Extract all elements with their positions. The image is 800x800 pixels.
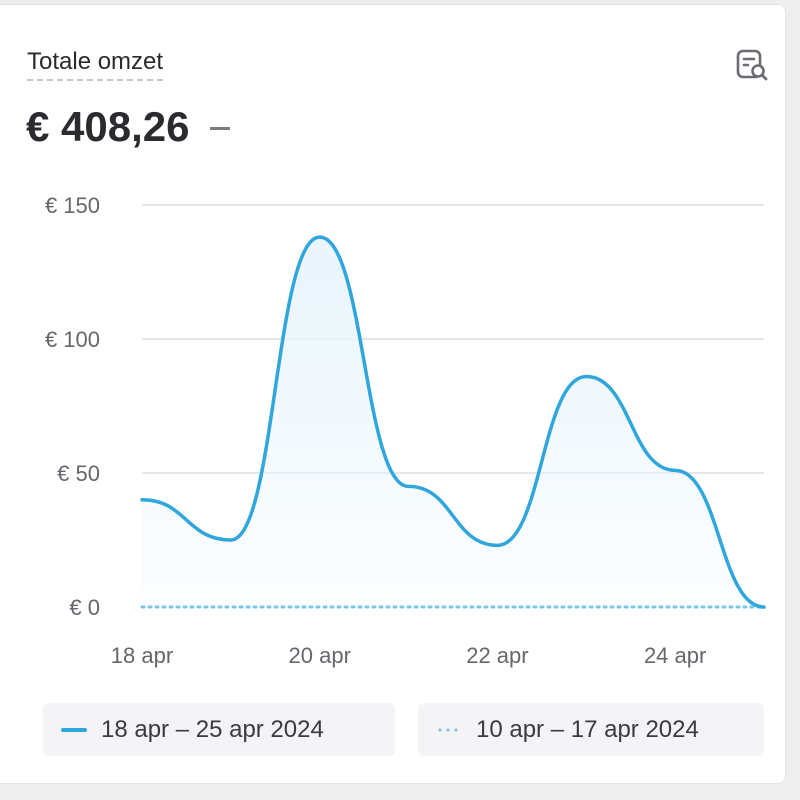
data-point-current — [494, 542, 500, 548]
legend-solid-line-icon — [61, 727, 87, 732]
legend-item-current[interactable]: 18 apr – 25 apr 2024 — [43, 703, 395, 756]
x-tick-label: 22 apr — [466, 643, 528, 668]
data-point-current — [761, 604, 767, 610]
y-tick-label: € 100 — [45, 327, 100, 352]
data-point-current — [672, 467, 678, 473]
legend-label-previous: 10 apr – 17 apr 2024 — [476, 715, 699, 743]
total-row: € 408,26 — [26, 101, 230, 153]
y-tick-label: € 150 — [45, 193, 100, 218]
x-tick-label: 20 apr — [289, 643, 351, 668]
total-value: € 408,26 — [26, 103, 190, 150]
x-tick-label: 18 apr — [111, 643, 173, 668]
data-point-current — [406, 483, 412, 489]
legend-label-current: 18 apr – 25 apr 2024 — [101, 715, 324, 743]
data-point-current — [228, 537, 234, 543]
data-point-current — [583, 374, 589, 380]
legend-dotted-line-icon — [436, 727, 462, 732]
series-line-current — [140, 235, 766, 609]
comparison-dash — [209, 126, 230, 130]
card-title[interactable]: Totale omzet — [27, 49, 164, 81]
revenue-chart: € 0 € 50 € 100 € 150 18 apr 20 apr 22 apr 24 ap… — [45, 193, 767, 668]
y-tick-label: € 50 — [57, 461, 100, 486]
x-tick-label: 24 apr — [644, 643, 706, 668]
legend-item-previous[interactable]: 10 apr – 17 apr 2024 — [418, 703, 764, 756]
series-area-current — [142, 237, 764, 607]
report-search-icon[interactable] — [734, 47, 770, 83]
data-point-current — [317, 234, 323, 240]
data-point-current — [139, 497, 145, 503]
revenue-card: Totale omzet € 408,26 € 0 € 50 € 100 € 150 1… — [0, 4, 786, 784]
y-tick-label: € 0 — [69, 595, 100, 620]
